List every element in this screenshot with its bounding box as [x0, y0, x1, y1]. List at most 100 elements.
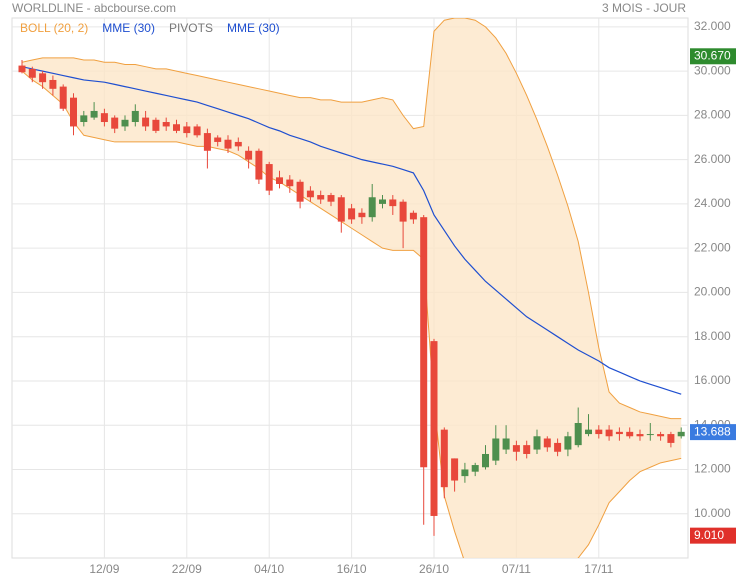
price-badge: [690, 48, 736, 65]
candle-body: [142, 117, 150, 127]
candle-body: [317, 195, 325, 200]
legend-entry: PIVOTS: [169, 21, 213, 35]
x-tick-label: 17/11: [584, 562, 613, 576]
candle-body: [564, 436, 572, 450]
candle-body: [152, 119, 160, 131]
candle-body: [626, 431, 634, 437]
bollinger-upper: [21, 18, 682, 420]
candle-body: [28, 68, 36, 78]
x-tick-label: 16/10: [337, 562, 367, 576]
candle-body: [224, 139, 232, 149]
candle-body: [461, 469, 469, 477]
candle-body: [646, 434, 654, 436]
candle-body: [234, 141, 242, 147]
candle-body: [677, 431, 685, 437]
x-tick-label: 04/10: [254, 562, 284, 576]
candle-body: [348, 208, 356, 220]
bollinger-lower: [21, 70, 682, 558]
candle-body: [368, 197, 376, 218]
price-badge-label: 30.670: [694, 48, 731, 62]
candle-body: [245, 150, 253, 160]
candle-body: [379, 199, 386, 204]
candle-body: [337, 197, 345, 222]
candle-body: [121, 119, 129, 127]
candle-body: [111, 117, 119, 129]
candle-body: [605, 429, 613, 437]
legend-entry: MME (30): [227, 21, 280, 35]
chart-title: WORLDLINE - abcbourse.com: [12, 1, 176, 15]
candle-body: [59, 86, 67, 109]
candle-body: [420, 217, 428, 468]
candle-body: [214, 137, 222, 142]
period: 3 MOIS - JOUR: [602, 1, 686, 15]
candle-body: [492, 438, 500, 461]
candle-body: [49, 79, 57, 89]
legend-entry: BOLL (20, 2): [20, 21, 88, 35]
y-tick-label: 26.000: [694, 152, 731, 166]
x-tick-label: 22/09: [172, 562, 202, 576]
candle-body: [440, 429, 448, 488]
price-badge-label: 13.688: [694, 424, 731, 438]
x-tick-label: 12/09: [89, 562, 119, 576]
mme-line: [21, 66, 682, 395]
y-tick-label: 32.000: [694, 19, 731, 33]
candle-body: [286, 179, 294, 187]
candle-body: [636, 434, 644, 437]
candle-body: [255, 150, 263, 180]
candle-body: [100, 113, 108, 123]
y-tick-label: 30.000: [694, 63, 731, 77]
y-tick-label: 20.000: [694, 285, 731, 299]
y-tick-label: 10.000: [694, 506, 731, 520]
price-badge: [690, 424, 736, 441]
y-tick-label: 16.000: [694, 373, 731, 387]
candle-body: [657, 434, 665, 437]
candle-body: [80, 115, 88, 123]
x-tick-label: 07/11: [502, 562, 531, 576]
candle-body: [296, 181, 304, 202]
y-tick-label: 18.000: [694, 329, 731, 343]
candle-body: [533, 436, 541, 450]
y-tick-label: 12.000: [694, 462, 731, 476]
candle-body: [502, 438, 510, 450]
candle-body: [595, 429, 603, 435]
candle-body: [543, 438, 551, 448]
candle-body: [574, 423, 582, 446]
candle-body: [615, 431, 623, 435]
candle-body: [193, 126, 201, 136]
candle-body: [162, 122, 170, 127]
price-badge: [690, 527, 736, 544]
plot-border: [11, 17, 689, 559]
candle-body: [173, 124, 180, 131]
candle-body: [18, 65, 26, 73]
candle-body: [90, 110, 98, 118]
y-tick-label: 28.000: [694, 108, 731, 122]
legend-entry: MME (30): [102, 21, 155, 35]
candle-body: [276, 177, 283, 184]
candle-body: [409, 212, 417, 220]
candle-body: [39, 73, 47, 83]
price-badge-label: 9.010: [694, 528, 724, 542]
candle-body: [327, 195, 335, 202]
candle-body: [585, 429, 592, 435]
candle-body: [667, 434, 675, 443]
candle-body: [554, 442, 562, 452]
candle-body: [131, 110, 139, 123]
candle-body: [265, 164, 273, 191]
candle-body: [482, 453, 489, 468]
y-tick-label: 22.000: [694, 240, 731, 254]
candle-body: [399, 201, 407, 222]
bollinger-band: [22, 18, 682, 558]
candle-body: [471, 465, 479, 472]
y-tick-label: 24.000: [694, 196, 731, 210]
candle-body: [70, 97, 77, 127]
candle-body: [512, 445, 520, 452]
candle-body: [358, 212, 366, 218]
x-tick-label: 26/10: [419, 562, 449, 576]
candle-body: [183, 126, 191, 134]
candle-body: [203, 133, 211, 151]
candle-body: [306, 190, 314, 198]
candle-body: [430, 341, 438, 516]
candle-body: [389, 199, 397, 207]
candle-body: [451, 458, 459, 481]
